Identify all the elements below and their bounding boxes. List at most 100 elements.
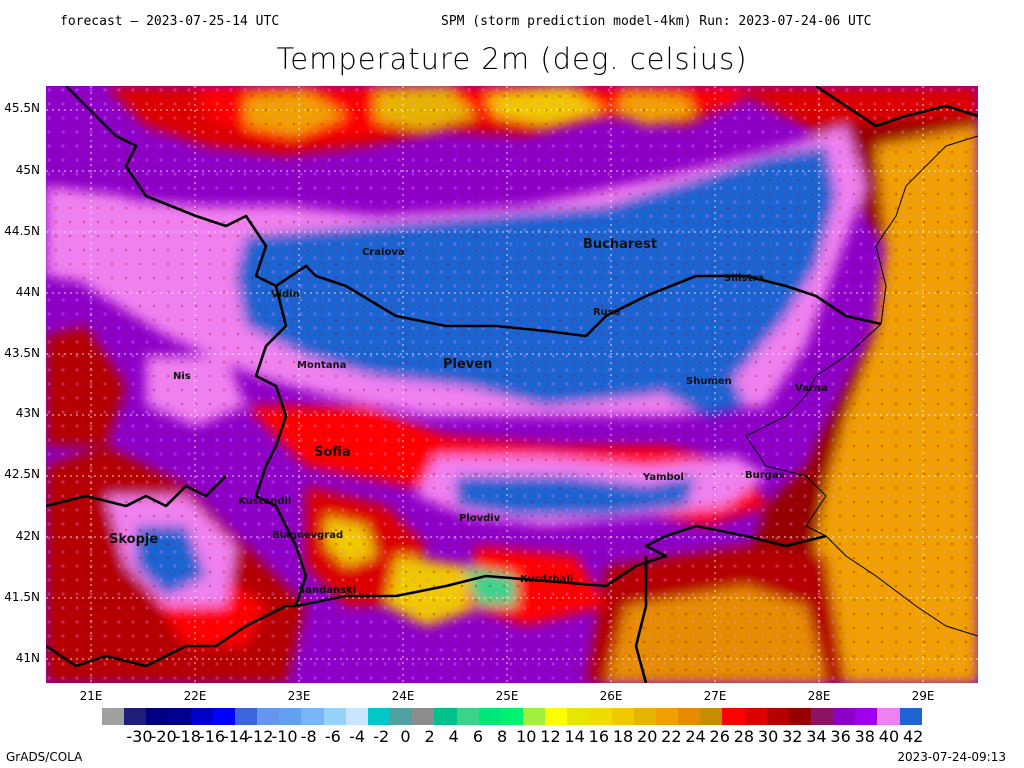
city-label: Craiova xyxy=(362,247,405,258)
color-scale-swatch xyxy=(744,708,767,725)
lat-label: 42.5N xyxy=(4,467,40,481)
color-scale-swatch xyxy=(390,708,413,725)
color-scale-tick: -16 xyxy=(198,727,226,746)
color-scale-tick: 42 xyxy=(902,727,924,746)
lon-label: 29E xyxy=(911,689,935,703)
lon-label: 27E xyxy=(703,689,727,703)
color-scale-tick: 22 xyxy=(661,727,682,746)
color-scale-swatch xyxy=(833,708,856,725)
color-scale-tick: 6 xyxy=(472,727,484,746)
color-scale-tick: -18 xyxy=(174,727,201,746)
color-scale-swatch xyxy=(899,708,922,725)
color-scale-swatch xyxy=(146,708,169,725)
city-label: Kurdzhali xyxy=(520,574,574,585)
color-scale-swatch xyxy=(478,708,501,725)
color-scale-tick: 4 xyxy=(448,727,459,746)
city-label: Bucharest xyxy=(583,237,658,252)
color-scale-labels: -30 -20 -18 -16 -14 -12 -10 -8 -6 -4 -2 0 2 4 6 8 10 12 14… xyxy=(102,727,924,747)
color-scale-tick: 40 xyxy=(878,727,900,746)
color-scale-tick: 14 xyxy=(564,727,585,746)
lat-label: 43N xyxy=(15,406,40,420)
color-scale-tick: 28 xyxy=(733,727,755,746)
lon-label: 25E xyxy=(495,689,519,703)
color-scale-swatch xyxy=(456,708,479,725)
color-scale-swatch xyxy=(257,708,280,725)
color-scale-tick: -20 xyxy=(150,727,177,746)
lat-label: 41.5N xyxy=(4,590,40,604)
color-scale-tick: -8 xyxy=(300,727,317,746)
map-title: Temperature 2m (deg. celsius) xyxy=(276,42,748,76)
color-scale-tick: -12 xyxy=(247,727,274,746)
color-scale-swatch xyxy=(190,708,213,725)
color-scale-tick: -6 xyxy=(324,727,341,746)
color-scale-tick: 18 xyxy=(612,727,634,746)
color-scale-swatch xyxy=(168,708,191,725)
temperature-field xyxy=(46,86,978,683)
lon-label: 28E xyxy=(807,689,831,703)
lat-label: 44.5N xyxy=(4,224,40,238)
color-scale-tick: -2 xyxy=(373,727,390,746)
color-scale-swatch xyxy=(345,708,368,725)
color-scale-swatch xyxy=(811,708,834,725)
city-label: Montana xyxy=(297,360,347,371)
color-scale-swatch xyxy=(766,708,789,725)
color-scale-swatch xyxy=(102,708,125,725)
city-label: Nis xyxy=(173,371,191,382)
city-label: Shumen xyxy=(686,376,732,387)
lat-label: 41N xyxy=(15,651,40,665)
city-label: Plovdiv xyxy=(459,513,501,524)
color-scale-tick: 38 xyxy=(854,727,875,746)
color-scale-tick: -4 xyxy=(349,727,366,746)
color-scale-tick: 30 xyxy=(757,727,779,746)
color-scale-swatch xyxy=(788,708,811,725)
city-label: Skopje xyxy=(109,532,159,547)
model-run-label: SPM (storm prediction model-4km) Run: 20… xyxy=(441,14,872,29)
color-scale-swatch xyxy=(412,708,435,725)
color-scale-swatch xyxy=(367,708,391,725)
lon-label: 26E xyxy=(599,689,623,703)
lat-label: 42N xyxy=(15,529,40,543)
color-scale-tick: -14 xyxy=(223,727,250,746)
color-scale-swatch xyxy=(279,708,302,725)
generated-timestamp: 2023-07-24-09:13 xyxy=(897,750,1006,764)
city-label: Vidin xyxy=(271,289,300,300)
lon-label: 24E xyxy=(391,689,415,703)
color-scale-tick: 20 xyxy=(637,727,658,746)
color-scale-bar xyxy=(102,708,922,725)
color-scale-swatch xyxy=(323,708,346,725)
coastline xyxy=(745,135,978,637)
color-scale-swatch xyxy=(855,708,878,725)
city-label: Varna xyxy=(795,383,828,394)
lon-label: 21E xyxy=(79,689,103,703)
lat-label: 44N xyxy=(15,285,40,299)
color-scale-tick: 16 xyxy=(588,727,610,746)
color-scale-swatch xyxy=(700,708,723,725)
color-scale-swatch xyxy=(434,708,457,725)
color-scale-swatch xyxy=(567,708,590,725)
color-scale-tick: 24 xyxy=(685,727,706,746)
city-label: Blagoevgrad xyxy=(272,530,344,541)
color-scale-swatch xyxy=(589,708,612,725)
color-scale-tick: 26 xyxy=(709,727,730,746)
color-scale-tick: 10 xyxy=(516,727,537,746)
color-scale-tick: 2 xyxy=(424,727,435,746)
color-scale-tick: 0 xyxy=(400,727,411,746)
color-scale-swatch xyxy=(611,708,634,725)
color-scale-swatch xyxy=(124,708,147,725)
lon-label: 23E xyxy=(287,689,311,703)
color-scale-tick: 36 xyxy=(830,727,851,746)
forecast-time-label: forecast – 2023-07-25-14 UTC xyxy=(60,14,280,29)
city-label: Sandanski xyxy=(298,585,357,596)
color-scale-swatch xyxy=(545,708,568,725)
city-label: Sofia xyxy=(314,445,351,460)
lat-label: 43.5N xyxy=(4,346,40,360)
city-label: Burgas xyxy=(745,470,785,481)
city-label: Pleven xyxy=(443,357,493,372)
color-scale-tick: -10 xyxy=(271,727,298,746)
color-scale-swatch xyxy=(234,708,258,725)
temperature-map[interactable] xyxy=(46,86,978,683)
city-label: Yambol xyxy=(643,472,684,483)
lat-label: 45N xyxy=(15,163,40,177)
city-label: Silistra xyxy=(724,273,764,284)
lat-label: 45.5N xyxy=(4,101,40,115)
